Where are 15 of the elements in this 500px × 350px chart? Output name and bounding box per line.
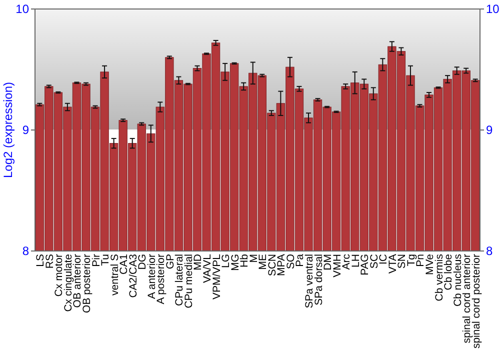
y-tick-label: 10 [16, 2, 30, 16]
x-tick-label: Pn [414, 254, 427, 267]
y2-tick-label: 8 [486, 244, 493, 258]
x-tick-label: MVe [424, 254, 436, 276]
x-tick-label: CPu medial [182, 254, 195, 308]
y2-tick-label: 10 [486, 2, 500, 16]
y-axis-title: Log2 (expression) [1, 82, 15, 178]
x-tick-label: Cx cingulate [62, 254, 74, 312]
x-tick-label: Pir [90, 254, 102, 267]
y-tick-label: 9 [22, 123, 30, 138]
x-tick-label: LG [220, 254, 232, 268]
x-tick-label: SPa dorsal [312, 254, 325, 306]
x-tick-label: MD [192, 254, 204, 270]
y2-tick-label: 9 [486, 123, 493, 138]
y-tick-label: 8 [22, 244, 30, 258]
